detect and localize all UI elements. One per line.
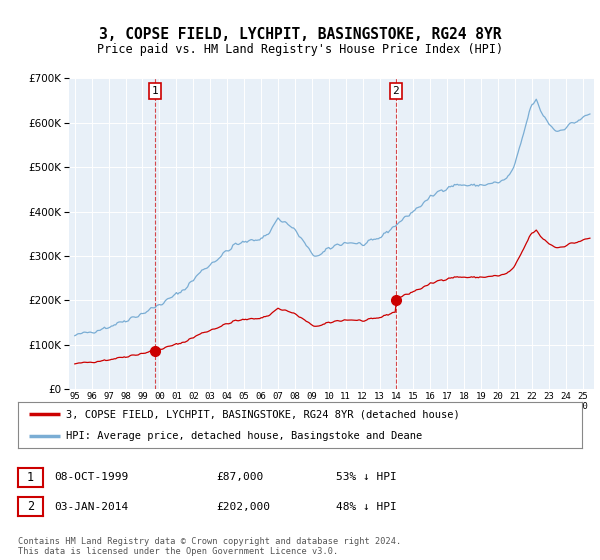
Text: Contains HM Land Registry data © Crown copyright and database right 2024.: Contains HM Land Registry data © Crown c… (18, 537, 401, 546)
Text: 48% ↓ HPI: 48% ↓ HPI (336, 502, 397, 512)
Text: 08-OCT-1999: 08-OCT-1999 (54, 472, 128, 482)
Text: 2: 2 (392, 86, 399, 96)
Text: £202,000: £202,000 (216, 502, 270, 512)
Text: 1: 1 (27, 470, 34, 484)
Text: 2: 2 (27, 500, 34, 514)
Text: £87,000: £87,000 (216, 472, 263, 482)
Text: 1: 1 (152, 86, 158, 96)
Text: HPI: Average price, detached house, Basingstoke and Deane: HPI: Average price, detached house, Basi… (66, 431, 422, 441)
Text: 3, COPSE FIELD, LYCHPIT, BASINGSTOKE, RG24 8YR (detached house): 3, COPSE FIELD, LYCHPIT, BASINGSTOKE, RG… (66, 409, 460, 419)
Text: 03-JAN-2014: 03-JAN-2014 (54, 502, 128, 512)
Text: Price paid vs. HM Land Registry's House Price Index (HPI): Price paid vs. HM Land Registry's House … (97, 43, 503, 56)
Text: 3, COPSE FIELD, LYCHPIT, BASINGSTOKE, RG24 8YR: 3, COPSE FIELD, LYCHPIT, BASINGSTOKE, RG… (99, 27, 501, 42)
Text: This data is licensed under the Open Government Licence v3.0.: This data is licensed under the Open Gov… (18, 547, 338, 556)
Text: 53% ↓ HPI: 53% ↓ HPI (336, 472, 397, 482)
